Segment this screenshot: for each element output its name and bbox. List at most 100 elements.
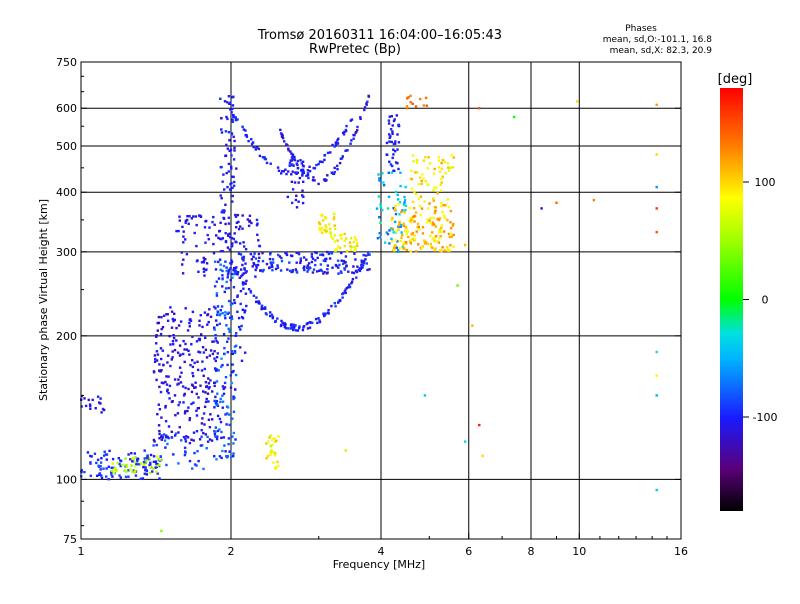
data-point — [389, 135, 392, 138]
data-point — [252, 294, 256, 297]
data-point — [303, 265, 306, 268]
data-point — [433, 186, 436, 189]
data-point — [252, 255, 255, 258]
data-point — [202, 431, 205, 435]
data-point — [202, 467, 205, 471]
data-point — [187, 349, 190, 352]
data-point — [349, 245, 352, 248]
data-point — [228, 262, 232, 265]
data-point — [155, 334, 158, 337]
data-point — [130, 452, 133, 455]
data-point — [105, 458, 108, 461]
data-point — [388, 115, 391, 118]
data-point — [100, 457, 103, 460]
data-point — [180, 251, 183, 254]
data-point — [172, 336, 176, 340]
data-point — [227, 162, 231, 166]
data-point — [131, 470, 134, 474]
data-point — [233, 269, 237, 272]
data-point — [390, 140, 393, 144]
data-point — [241, 214, 244, 217]
data-point — [252, 263, 256, 266]
data-point — [159, 347, 163, 350]
data-point — [353, 252, 356, 255]
data-point — [429, 221, 432, 224]
data-point — [349, 248, 353, 252]
data-point — [142, 463, 145, 466]
data-point — [333, 234, 336, 237]
data-point — [226, 351, 229, 354]
data-point — [388, 140, 391, 143]
data-point — [282, 170, 285, 173]
data-point — [221, 363, 224, 367]
data-point — [229, 303, 233, 306]
data-point — [269, 445, 272, 448]
y-tick-label: 600 — [56, 102, 77, 115]
data-point — [274, 451, 277, 455]
data-point — [289, 150, 292, 153]
data-point — [355, 130, 358, 134]
data-point — [275, 439, 278, 442]
data-point — [213, 381, 217, 384]
data-point — [355, 270, 359, 274]
data-point — [206, 313, 210, 316]
data-point — [158, 369, 161, 372]
data-point — [270, 264, 273, 267]
data-point — [173, 348, 177, 352]
data-point — [448, 235, 451, 239]
data-point — [232, 431, 235, 435]
data-point — [197, 459, 200, 463]
data-point — [385, 231, 388, 234]
data-point — [206, 440, 210, 443]
data-point — [215, 380, 219, 383]
data-point — [222, 173, 225, 176]
y-tick-label: 400 — [56, 186, 77, 199]
data-point — [387, 171, 390, 174]
colorbar-tick-label: -100 — [753, 411, 778, 424]
data-point — [346, 286, 350, 289]
data-point — [359, 267, 362, 270]
colorbar-tick-label: 0 — [762, 294, 769, 307]
data-point — [221, 449, 224, 453]
data-point — [193, 386, 196, 389]
data-point — [452, 222, 455, 226]
data-point — [146, 454, 149, 457]
data-point — [236, 271, 240, 274]
data-point — [177, 462, 180, 465]
data-point — [441, 210, 444, 214]
data-point — [312, 176, 315, 179]
data-point — [421, 245, 424, 248]
data-point — [220, 197, 223, 200]
data-point — [174, 432, 178, 435]
data-point — [218, 258, 222, 261]
data-point — [352, 240, 355, 244]
data-point — [297, 251, 301, 255]
data-point — [421, 232, 425, 235]
data-point — [387, 195, 391, 198]
data-point — [271, 316, 274, 320]
data-point — [409, 242, 413, 245]
data-point — [411, 200, 415, 204]
data-point — [320, 269, 324, 273]
data-point — [172, 334, 175, 337]
data-point — [110, 469, 114, 473]
x-axis-label: Frequency [MHz] — [333, 558, 425, 571]
data-point — [231, 363, 234, 366]
data-point — [231, 120, 235, 123]
data-point — [290, 163, 293, 167]
data-point — [221, 406, 224, 409]
data-point — [254, 275, 257, 278]
data-point — [396, 248, 400, 252]
data-point — [242, 259, 245, 262]
data-point — [245, 135, 249, 138]
data-point — [316, 321, 319, 325]
stats-line-o: mean, sd,O:-101.1, 16.8 — [603, 35, 713, 45]
data-point — [265, 442, 268, 445]
data-point — [321, 253, 324, 256]
data-point — [423, 200, 426, 203]
data-point — [91, 398, 94, 402]
data-point — [175, 339, 178, 342]
data-point — [200, 422, 204, 425]
data-point — [342, 259, 346, 263]
data-point — [234, 213, 237, 217]
